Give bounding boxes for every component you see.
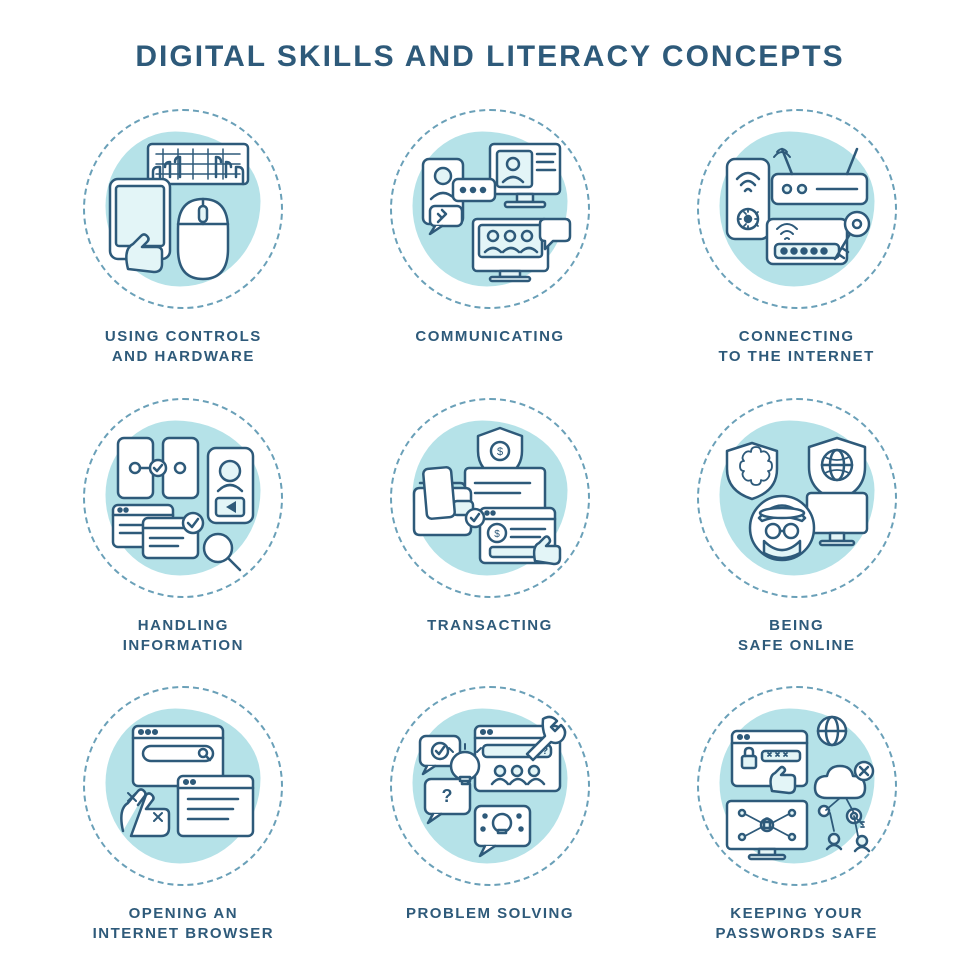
handling-information-icon — [98, 413, 268, 583]
svg-text:$: $ — [497, 446, 503, 458]
concept-label: HANDLING INFORMATION — [123, 616, 244, 657]
transacting-icon: $ $ — [405, 413, 575, 583]
concept-label: COMMUNICATING — [415, 327, 564, 347]
svg-text:$: $ — [494, 529, 500, 540]
svg-text:?: ? — [441, 786, 452, 806]
concept-being-safe-online: BEING SAFE ONLINE — [667, 398, 927, 657]
passwords-safe-icon — [712, 701, 882, 871]
concept-communicating: COMMUNICATING — [360, 109, 620, 368]
concept-opening-browser: OPENING AN INTERNET BROWSER — [53, 686, 313, 945]
controls-hardware-icon — [98, 124, 268, 294]
concept-label: KEEPING YOUR PASSWORDS SAFE — [715, 904, 877, 945]
connecting-internet-icon — [712, 124, 882, 294]
icon-grid: USING CONTROLS AND HARDWARE — [50, 109, 930, 945]
concept-label: USING CONTROLS AND HARDWARE — [105, 327, 262, 368]
problem-solving-icon: ? ? — [405, 701, 575, 871]
concept-transacting: $ $ — [360, 398, 620, 657]
concept-label: BEING SAFE ONLINE — [738, 616, 855, 657]
communicating-icon — [405, 124, 575, 294]
being-safe-online-icon — [712, 413, 882, 583]
concept-passwords-safe: KEEPING YOUR PASSWORDS SAFE — [667, 686, 927, 945]
concept-controls-hardware: USING CONTROLS AND HARDWARE — [53, 109, 313, 368]
concept-label: CONNECTING TO THE INTERNET — [718, 327, 874, 368]
concept-label: OPENING AN INTERNET BROWSER — [93, 904, 275, 945]
opening-browser-icon — [98, 701, 268, 871]
concept-connecting-internet: CONNECTING TO THE INTERNET — [667, 109, 927, 368]
concept-label: TRANSACTING — [427, 616, 553, 636]
concept-handling-information: HANDLING INFORMATION — [53, 398, 313, 657]
concept-label: PROBLEM SOLVING — [406, 904, 574, 924]
page-title: DIGITAL SKILLS AND LITERACY CONCEPTS — [50, 40, 930, 74]
concept-problem-solving: ? ? — [360, 686, 620, 945]
